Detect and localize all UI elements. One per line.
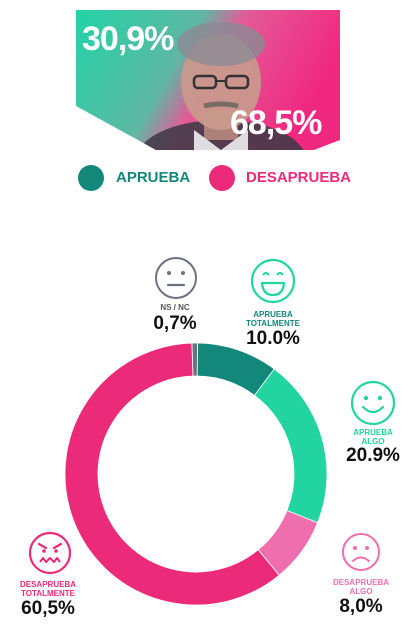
legend: APRUEBA DESAPRUEBA — [78, 165, 378, 195]
aprueba-algo-line1: APRUEBA — [353, 428, 393, 437]
legend-disapprove-dot — [209, 165, 235, 191]
aprueba-totalmente-label: APRUEBA TOTALMENTE — [228, 310, 318, 328]
desaprueba-totalmente-line2: TOTALMENTE — [21, 589, 75, 598]
aprueba-algo-value: 20.9% — [346, 445, 400, 466]
approve-total-value: 30,9% — [82, 20, 174, 58]
desaprueba-algo-label: DESAPRUEBA ALGO — [320, 578, 402, 596]
legend-approve-dot — [78, 165, 104, 191]
aprueba-totalmente-value: 10.0% — [246, 328, 300, 349]
nsnc-value: 0,7% — [153, 313, 197, 334]
aprueba-algo-label: APRUEBA ALGO — [330, 428, 416, 446]
desaprueba-totalmente-value: 60,5% — [21, 598, 75, 619]
neutral-face-icon — [155, 257, 197, 299]
hero-image — [76, 10, 340, 150]
angry-face-icon — [28, 531, 72, 575]
sad-face-icon — [342, 533, 380, 571]
nsnc-label-line1: NS / NC — [160, 303, 190, 312]
legend-approve-label: APRUEBA — [116, 169, 191, 186]
nsnc-label: NS / NC — [140, 303, 210, 312]
desaprueba-algo-line2: ALGO — [349, 587, 373, 596]
desaprueba-algo-line1: DESAPRUEBA — [332, 578, 389, 587]
disapprove-total-value: 68,5% — [230, 104, 322, 142]
desaprueba-totalmente-label: DESAPRUEBA TOTALMENTE — [6, 580, 90, 598]
desaprueba-totalmente-line1: DESAPRUEBA — [19, 580, 76, 589]
hero-banner: 30,9% 68,5% — [76, 10, 340, 150]
aprueba-totalmente-line1: APRUEBA — [253, 310, 293, 319]
slice-desaprueba-totalmente — [64, 342, 280, 606]
desaprueba-algo-value: 8,0% — [339, 596, 383, 617]
legend-disapprove-label: DESAPRUEBA — [246, 169, 352, 186]
aprueba-totalmente-line2: TOTALMENTE — [246, 319, 300, 328]
laughing-face-icon — [250, 258, 296, 304]
smile-face-icon — [350, 380, 396, 426]
slice-aprueba-algo — [253, 368, 328, 524]
portrait-silhouette — [136, 22, 306, 150]
aprueba-algo-line2: ALGO — [361, 437, 385, 446]
